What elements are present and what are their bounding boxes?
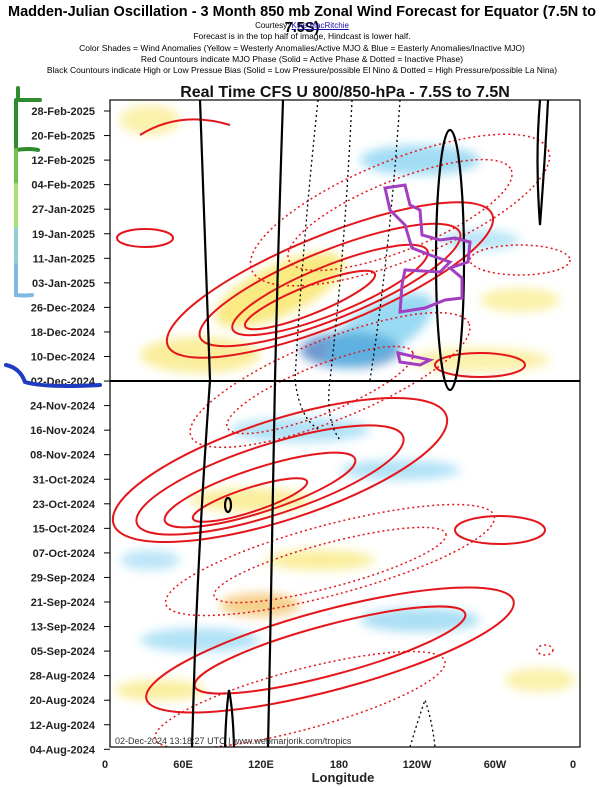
y-tick-label: 12-Aug-2024 [30, 720, 96, 732]
y-tick-label: 29-Sep-2024 [31, 572, 96, 584]
mjo-inactive-contour [189, 311, 471, 449]
y-tick-label: 10-Dec-2024 [31, 352, 96, 364]
legend-line-4: Black Countours indicate High or Low Pre… [46, 65, 558, 75]
purple-region-outline [396, 351, 435, 367]
low-pressure-contour [223, 689, 236, 747]
x-tick-label: 180 [330, 759, 348, 771]
page-title: Madden-Julian Oscillation - 3 Month 850 … [8, 4, 596, 36]
x-tick-label: 0 [102, 759, 108, 771]
mjo-active-contour [191, 477, 309, 523]
legend-line-3: Red Countours indicate MJO Phase (Solid … [140, 54, 464, 64]
mjo-active-contour [231, 243, 429, 337]
mjo-inactive-contour [226, 345, 414, 435]
mjo-active-contour [135, 424, 405, 536]
y-tick-label: 28-Aug-2024 [30, 671, 96, 683]
mjo-active-contour [111, 396, 449, 544]
y-tick-label: 15-Oct-2024 [33, 523, 96, 535]
mjo-active-contour [139, 118, 231, 136]
courtesy-line: Courtesy: Kyle MacRitchie [0, 21, 604, 30]
legend-line-1: Forecast is in the top half of image, Hi… [193, 31, 411, 41]
mjo-inactive-contour [536, 644, 554, 656]
y-tick-label: 28-Feb-2025 [31, 106, 95, 118]
low-pressure-contour [536, 100, 550, 226]
y-tick-label: 13-Sep-2024 [31, 622, 96, 634]
low-pressure-contour [223, 496, 233, 514]
mjo-inactive-contour [164, 503, 496, 617]
y-tick-label: 19-Jan-2025 [32, 229, 95, 241]
mjo-inactive-contour [154, 650, 446, 747]
y-tick-label: 20-Feb-2025 [31, 131, 95, 143]
y-tick-label: 04-Aug-2024 [30, 744, 96, 756]
mjo-active-contour [145, 586, 515, 714]
green-marker-stroke [16, 86, 42, 102]
x-tick-label: 120W [403, 759, 432, 771]
mjo-active-contour [116, 228, 174, 248]
y-tick-label: 31-Oct-2024 [33, 474, 96, 486]
low-pressure-contour [434, 128, 466, 392]
y-tick-label: 05-Sep-2024 [31, 646, 96, 658]
x-tick-label: 120E [248, 759, 274, 771]
x-tick-label: 0 [570, 759, 576, 771]
y-tick-label: 26-Dec-2024 [31, 302, 96, 314]
mjo-inactive-contour [213, 526, 447, 604]
y-tick-label: 18-Dec-2024 [31, 327, 96, 339]
mjo-inactive-contour [469, 244, 571, 276]
mjo-active-contour [243, 269, 377, 331]
mjo-active-contour [434, 352, 526, 378]
x-axis-ticks: 0 60E 120E 180 120W 60W 0 [102, 759, 576, 771]
y-axis-ticks: 28-Feb-2025 20-Feb-2025 12-Feb-2025 04-Feb-… [30, 106, 110, 756]
y-tick-label: 24-Nov-2024 [30, 401, 96, 413]
high-pressure-contours [294, 100, 436, 747]
x-tick-label: 60E [173, 759, 193, 771]
mjo-active-contour [198, 222, 462, 348]
y-tick-label: 04-Feb-2025 [31, 180, 95, 192]
y-tick-label: 08-Nov-2024 [30, 450, 96, 462]
y-tick-label: 11-Jan-2025 [33, 253, 95, 265]
mjo-active-contour [454, 515, 546, 545]
purple-region-outline [383, 183, 472, 314]
marker-strokes [4, 86, 102, 388]
y-tick-label: 23-Oct-2024 [33, 499, 96, 511]
y-tick-label: 12-Feb-2025 [31, 155, 95, 167]
courtesy-link[interactable]: Kyle MacRitchie [291, 21, 349, 30]
x-tick-label: 60W [484, 759, 507, 771]
plot-title: Real Time CFS U 800/850-hPa - 7.5S to 7.… [180, 84, 510, 101]
mjo-phase-contours [111, 118, 546, 714]
high-pressure-contour [409, 698, 436, 747]
plot-frame [109, 99, 581, 748]
purple-annotations [383, 183, 472, 367]
y-tick-label: 21-Sep-2024 [31, 597, 96, 609]
lightblue-marker-stroke [14, 263, 34, 298]
y-tick-label: 16-Nov-2024 [30, 425, 96, 437]
high-pressure-contour [294, 100, 321, 431]
x-axis-label: Longitude [312, 770, 375, 785]
y-tick-label: 03-Jan-2025 [32, 278, 95, 290]
y-tick-label: 27-Jan-2025 [32, 204, 95, 216]
timestamp-stamp: 02-Dec-2024 13:18:27 UTC | www.webmarjor… [115, 736, 352, 746]
y-tick-label: 20-Aug-2024 [30, 695, 96, 707]
y-tick-label: 07-Oct-2024 [33, 548, 96, 560]
high-pressure-contour [328, 100, 353, 441]
blue-marker-stroke [4, 363, 102, 388]
high-pressure-contour [369, 100, 401, 381]
legend-line-2: Color Shades = Wind Anomalies (Yellow = … [79, 43, 525, 53]
mjo-active-contour [165, 201, 495, 359]
mjo-active-contour [163, 451, 357, 529]
courtesy-prefix: Courtesy: [255, 21, 290, 30]
mjo-inactive-contour [249, 133, 551, 287]
